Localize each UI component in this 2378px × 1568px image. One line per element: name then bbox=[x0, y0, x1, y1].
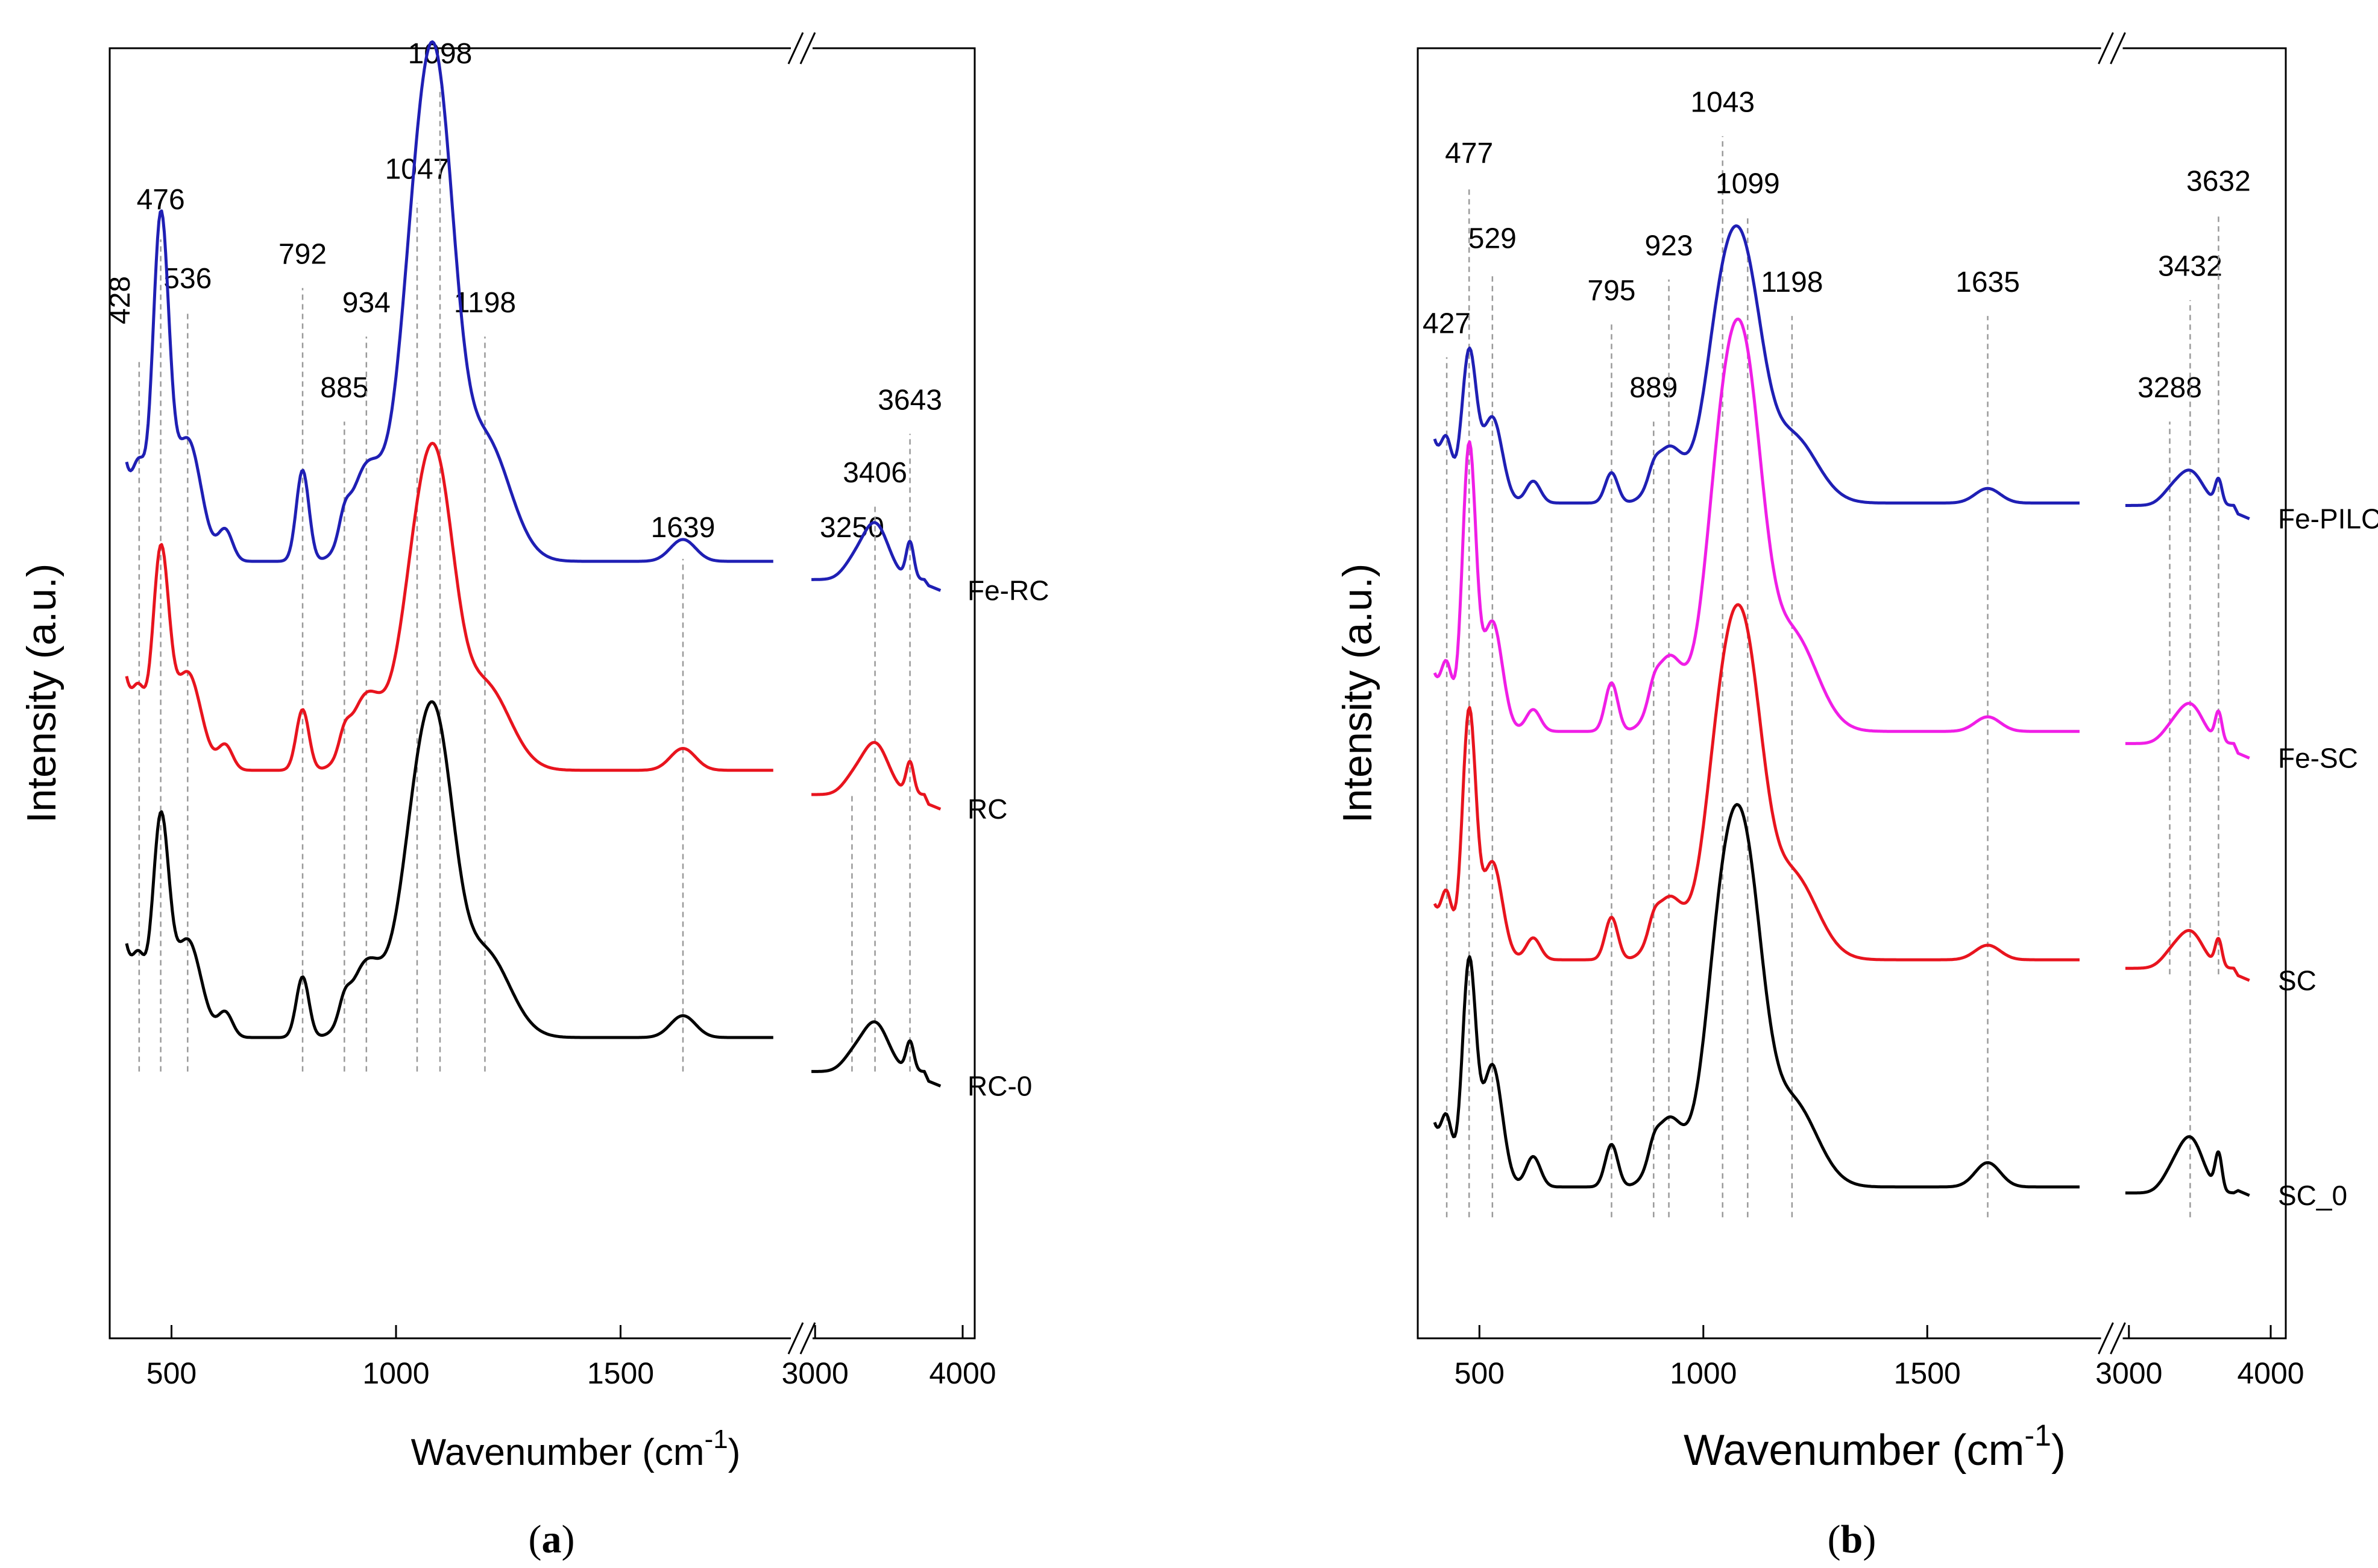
tick-group-a: 500 1000 1500 3000 4000 bbox=[146, 1325, 996, 1390]
x-tick-label-4000: 4000 bbox=[2237, 1356, 2304, 1390]
series-label-SC_0: SC_0 bbox=[2278, 1180, 2347, 1211]
peak-label-536: 536 bbox=[163, 263, 212, 295]
y-axis-label-b: Intensity (a.u.) bbox=[1335, 564, 1380, 823]
peak-label-1198: 1198 bbox=[1761, 266, 1823, 298]
peak-label-3406: 3406 bbox=[843, 457, 907, 489]
peak-label-477: 477 bbox=[1445, 137, 1493, 169]
series-label-RC-0: RC-0 bbox=[967, 1071, 1032, 1102]
x-axis-label-a-close: ) bbox=[728, 1432, 741, 1473]
series-label-Fe-PILC: Fe-PILC bbox=[2278, 503, 2378, 535]
peak-label-885: 885 bbox=[320, 372, 368, 404]
x-axis-label-b: Wavenumber (cm-1) bbox=[1684, 1418, 2066, 1475]
x-tick-label-1500: 1500 bbox=[587, 1356, 654, 1390]
x-tick-label-500: 500 bbox=[1455, 1356, 1505, 1390]
x-tick-label-3000: 3000 bbox=[782, 1356, 849, 1390]
peak-label-923: 923 bbox=[1645, 230, 1693, 262]
axis-break-mark bbox=[787, 1322, 804, 1355]
spectrum-RC-0-high bbox=[810, 1020, 942, 1088]
series-labels-a: Fe-RC RC RC-0 bbox=[967, 575, 1049, 1102]
spectrum-SC_0-low bbox=[1433, 803, 2080, 1189]
spectrum-RC-low bbox=[125, 441, 773, 772]
peak-label-427: 427 bbox=[1423, 307, 1471, 339]
spectrum-RC-high bbox=[810, 741, 942, 811]
panel-caption-b: (b) bbox=[1828, 1517, 1876, 1561]
caption-a-letter: a bbox=[542, 1517, 562, 1561]
panel-b: 427 477 529 795 889 923 1043 1099 1198 1635 3288 34… bbox=[1335, 32, 2378, 1561]
caption-a-close: ) bbox=[562, 1517, 575, 1561]
annotation-group-b: 427 477 529 795 889 923 1043 1099 1198 1635 3288 34… bbox=[1423, 87, 2251, 1218]
x-tick-label-3000: 3000 bbox=[2095, 1356, 2162, 1390]
axis-break-mark bbox=[2098, 32, 2114, 65]
peak-label-1047: 1047 bbox=[385, 153, 450, 185]
peak-label-889: 889 bbox=[1629, 372, 1678, 404]
peak-label-428: 428 bbox=[104, 276, 136, 324]
axis-break-mark bbox=[787, 32, 804, 65]
x-axis-label-a-sup: -1 bbox=[705, 1425, 728, 1454]
spectrum-SC-low bbox=[1433, 603, 2080, 962]
x-tick-label-500: 500 bbox=[146, 1356, 197, 1390]
plot-frame-b bbox=[1417, 47, 2287, 1340]
series-group-a bbox=[125, 40, 942, 1088]
series-label-SC: SC bbox=[2278, 965, 2317, 996]
axis-break-a bbox=[787, 32, 816, 1355]
spectrum-RC-0-low bbox=[125, 700, 773, 1039]
series-label-Fe-RC: Fe-RC bbox=[967, 575, 1049, 606]
caption-a-open: ( bbox=[529, 1517, 542, 1561]
x-axis-label-b-sup: -1 bbox=[2025, 1418, 2051, 1452]
peak-label-1198: 1198 bbox=[454, 287, 516, 319]
series-label-Fe-SC: Fe-SC bbox=[2278, 743, 2358, 774]
caption-b-open: ( bbox=[1828, 1517, 1841, 1561]
x-tick-label-1000: 1000 bbox=[362, 1356, 429, 1390]
axis-break-mark bbox=[799, 32, 816, 65]
peak-label-1635: 1635 bbox=[1955, 266, 2020, 298]
axis-break-mark bbox=[2110, 32, 2126, 65]
panel-caption-a: (a) bbox=[529, 1517, 575, 1561]
peak-label-1043: 1043 bbox=[1690, 87, 1755, 119]
peak-label-792: 792 bbox=[278, 238, 327, 270]
spectrum-SC_0-high bbox=[2124, 1135, 2250, 1197]
x-axis-label-b-close: ) bbox=[2051, 1426, 2066, 1475]
peak-label-3250: 3250 bbox=[820, 512, 884, 544]
spectrum-Fe-PILC-low bbox=[1433, 224, 2080, 505]
spectrum-SC-high bbox=[2124, 929, 2250, 982]
plot-frame-a bbox=[109, 47, 976, 1340]
series-label-RC: RC bbox=[967, 793, 1007, 825]
x-tick-label-4000: 4000 bbox=[929, 1356, 996, 1390]
x-tick-label-1000: 1000 bbox=[1670, 1356, 1737, 1390]
y-axis-label-a: Intensity (a.u.) bbox=[19, 564, 64, 823]
series-group-b bbox=[1433, 224, 2250, 1197]
x-tick-label-1500: 1500 bbox=[1894, 1356, 1961, 1390]
tick-group-b: 500 1000 1500 3000 4000 bbox=[1455, 1325, 2304, 1390]
spectrum-Fe-RC-low bbox=[125, 40, 773, 563]
series-labels-b: Fe-PILC Fe-SC SC SC_0 bbox=[2278, 503, 2378, 1211]
peak-label-3643: 3643 bbox=[878, 384, 942, 416]
caption-b-letter: b bbox=[1841, 1517, 1863, 1561]
axis-break-mark bbox=[2098, 1322, 2114, 1355]
axis-break-mark bbox=[2110, 1322, 2126, 1355]
x-axis-label-a: Wavenumber (cm-1) bbox=[411, 1425, 741, 1473]
x-axis-label-b-text: Wavenumber (cm bbox=[1684, 1426, 2024, 1475]
peak-label-3632: 3632 bbox=[2186, 166, 2251, 198]
spectrum-Fe-SC-high bbox=[2124, 702, 2250, 760]
x-axis-label-a-text: Wavenumber (cm bbox=[411, 1432, 705, 1473]
peak-label-3432: 3432 bbox=[2158, 251, 2222, 283]
peak-label-934: 934 bbox=[342, 287, 391, 319]
peak-label-795: 795 bbox=[1587, 275, 1635, 307]
spectrum-Fe-SC-low bbox=[1433, 317, 2080, 733]
axis-break-b bbox=[2098, 32, 2126, 1355]
peak-label-3288: 3288 bbox=[2137, 372, 2202, 404]
axis-break-mark bbox=[799, 1322, 816, 1355]
peak-label-1099: 1099 bbox=[1716, 168, 1780, 200]
caption-b-close: ) bbox=[1863, 1517, 1876, 1561]
peak-label-529: 529 bbox=[1468, 222, 1517, 254]
spectrum-Fe-RC-high bbox=[810, 521, 942, 592]
spectrum-Fe-PILC-high bbox=[2124, 468, 2250, 520]
